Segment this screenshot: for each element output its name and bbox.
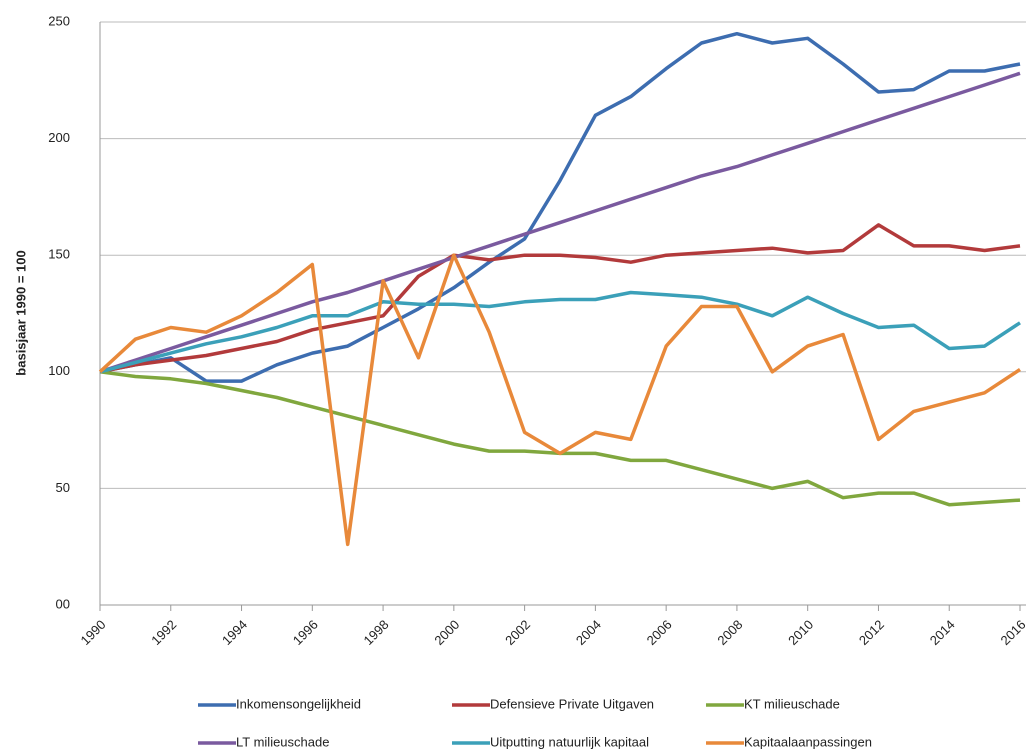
y-tick-label: 50 <box>56 480 70 495</box>
y-tick-label: 200 <box>48 130 70 145</box>
x-tick-label: 2014 <box>927 617 958 648</box>
y-tick-label: 100 <box>48 363 70 378</box>
x-tick-label: 2016 <box>997 617 1028 648</box>
x-tick-label: 2008 <box>714 617 745 648</box>
y-tick-label: 250 <box>48 13 70 28</box>
series-line <box>99 31 1021 383</box>
legend-label: LT milieuschade <box>236 734 329 749</box>
x-tick-label: 1996 <box>290 617 321 648</box>
y-tick-label: 150 <box>48 247 70 262</box>
x-tick-label: 2004 <box>573 617 604 648</box>
legend-label: Kapitaalaanpassingen <box>744 734 872 749</box>
x-tick-label: 1992 <box>148 617 179 648</box>
x-tick-label: 1998 <box>361 617 392 648</box>
x-tick-label: 2006 <box>644 617 675 648</box>
x-tick-label: 2010 <box>785 617 816 648</box>
legend-label: Inkomensongelijkheid <box>236 696 361 711</box>
x-tick-label: 2000 <box>431 617 462 648</box>
legend-label: Defensieve Private Uitgaven <box>490 696 654 711</box>
series-line <box>99 290 1021 374</box>
series-line <box>99 71 1021 374</box>
y-axis-label: basisjaar 1990 = 100 <box>13 250 28 375</box>
x-tick-label: 1994 <box>219 617 250 648</box>
series-line <box>98 253 1021 547</box>
legend-label: Uitputting natuurlijk kapitaal <box>490 734 649 749</box>
series-line <box>99 223 1021 374</box>
y-tick-label: 00 <box>56 596 70 611</box>
x-tick-label: 2012 <box>856 617 887 648</box>
legend-label: KT milieuschade <box>744 696 840 711</box>
x-tick-label: 2002 <box>502 617 533 648</box>
x-tick-label: 1990 <box>77 617 108 648</box>
